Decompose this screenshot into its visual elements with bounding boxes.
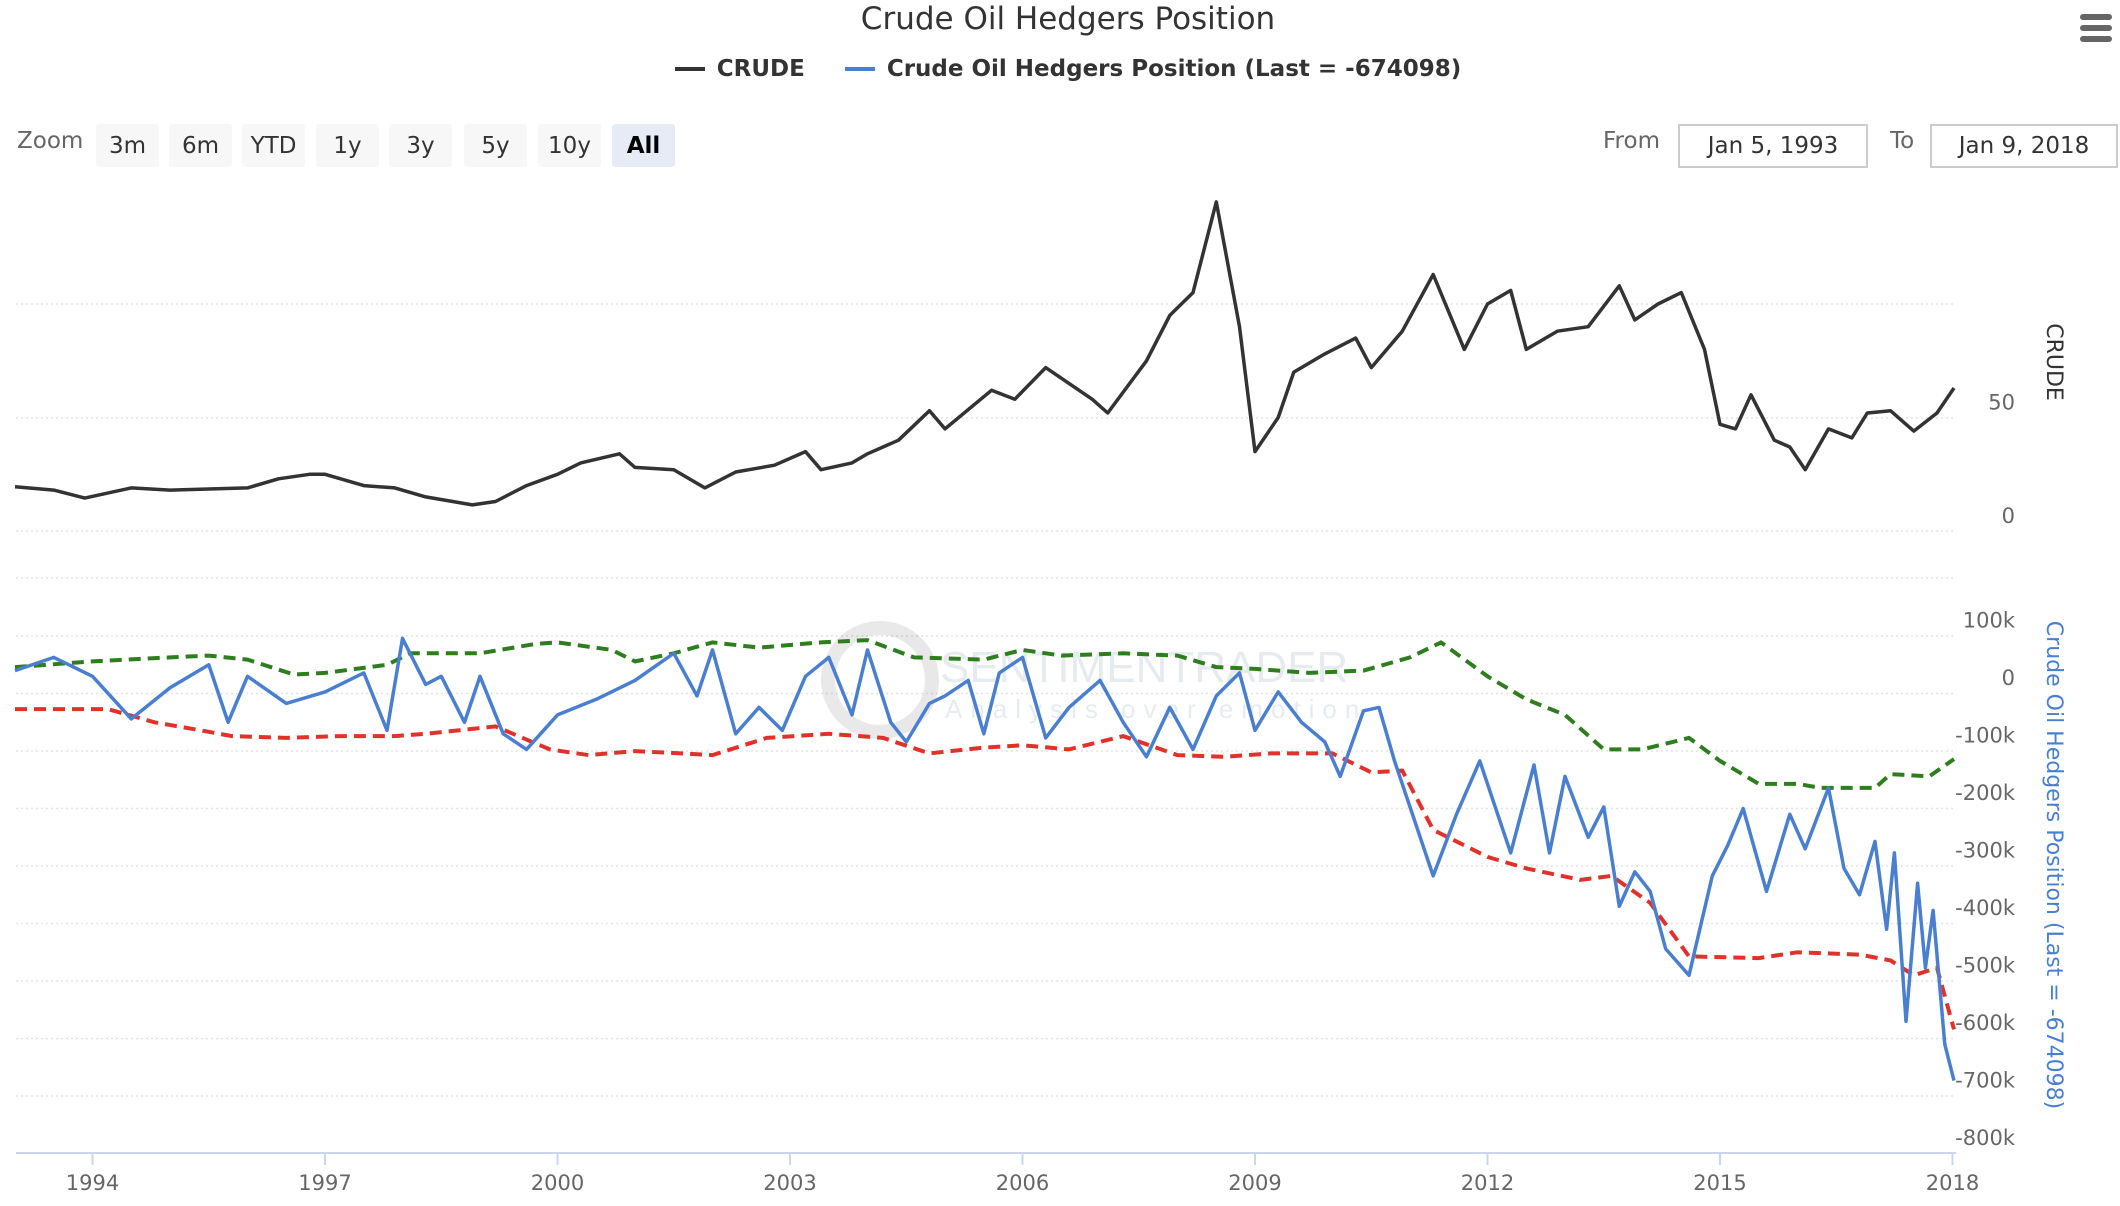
legend-swatch-crude [674,67,705,71]
hedgers-position-line[interactable] [14,636,1956,1082]
crude-line[interactable] [14,200,1956,507]
hedgers-y-tick-label: 100k [1963,609,2016,633]
x-tick-label: 1997 [298,1171,351,1195]
legend-label-crude: CRUDE [716,56,805,82]
legend-swatch-hedgers [844,67,875,71]
from-date-input[interactable]: Jan 5, 1993 [1678,124,1868,168]
chart-title: Crude Oil Hedgers Position [860,1,1276,37]
watermark-tagline: Analysis over emotion [945,694,1367,724]
zoom-label: Zoom [17,128,84,154]
legend: CRUDE Crude Oil Hedgers Position (Last =… [0,56,2120,82]
crude-axis-title: CRUDE [2041,323,2066,401]
zoom-3m-button[interactable]: 3m [96,124,159,167]
upper-band-line [14,638,1956,790]
legend-item-crude[interactable]: CRUDE [674,56,805,82]
lower-band-line [15,707,1956,1030]
hedgers-axis-title: Crude Oil Hedgers Position (Last = -6740… [2041,621,2066,1109]
hedgers-y-tick-label: -800k [1955,1126,2016,1150]
gridlines [16,303,1956,1097]
x-axis: 1994 1997 2000 2003 2006 2009 2012 2015 2018 [66,1153,1979,1195]
hedgers-y-tick-label: -500k [1955,954,2016,978]
hedgers-y-tick-label: -600k [1955,1011,2016,1035]
y-axis: 50 0 100k 0 -100k -200k -300k -400k -500k -600k -7… [1955,391,2016,1151]
to-date-input[interactable]: Jan 9, 2018 [1930,124,2118,168]
legend-item-hedgers[interactable]: Crude Oil Hedgers Position (Last = -6740… [844,56,1462,82]
hamburger-menu-icon[interactable] [2080,14,2112,44]
x-tick-label: 2000 [531,1171,584,1195]
hedgers-y-tick-label: -400k [1955,896,2016,920]
zoom-5y-button[interactable]: 5y [464,124,527,167]
watermark-logo-icon [821,621,939,739]
hedgers-y-tick-label: -100k [1955,724,2016,748]
x-tick-label: 2015 [1693,1171,1746,1195]
hedgers-y-tick-label: -300k [1955,839,2016,863]
zoom-all-button[interactable]: All [612,124,675,167]
hedgers-y-tick-label: -200k [1955,781,2016,805]
watermark-brand: SENTIMENTRADER [940,643,1348,692]
zoom-6m-button[interactable]: 6m [169,124,232,167]
x-tick-label: 2018 [1926,1171,1979,1195]
crude-y-tick-label: 0 [2002,504,2015,528]
from-label: From [1603,128,1660,154]
zoom-3y-button[interactable]: 3y [389,124,452,167]
x-tick-label: 2006 [996,1171,1049,1195]
zoom-1y-button[interactable]: 1y [316,124,379,167]
watermark: SENTIMENTRADER Analysis over emotion [821,621,1367,739]
x-tick-label: 2009 [1228,1171,1281,1195]
legend-label-hedgers: Crude Oil Hedgers Position (Last = -6740… [886,56,1462,82]
to-label: To [1890,128,1915,154]
x-tick-label: 2012 [1461,1171,1514,1195]
zoom-ytd-button[interactable]: YTD [242,124,305,167]
zoom-10y-button[interactable]: 10y [538,124,601,167]
crude-y-tick-label: 50 [1988,391,2015,415]
x-tick-label: 2003 [763,1171,816,1195]
hedgers-y-tick-label: -700k [1955,1069,2016,1093]
series-group [14,200,1956,1082]
hedgers-y-tick-label: 0 [2002,666,2015,690]
x-tick-label: 1994 [66,1171,119,1195]
